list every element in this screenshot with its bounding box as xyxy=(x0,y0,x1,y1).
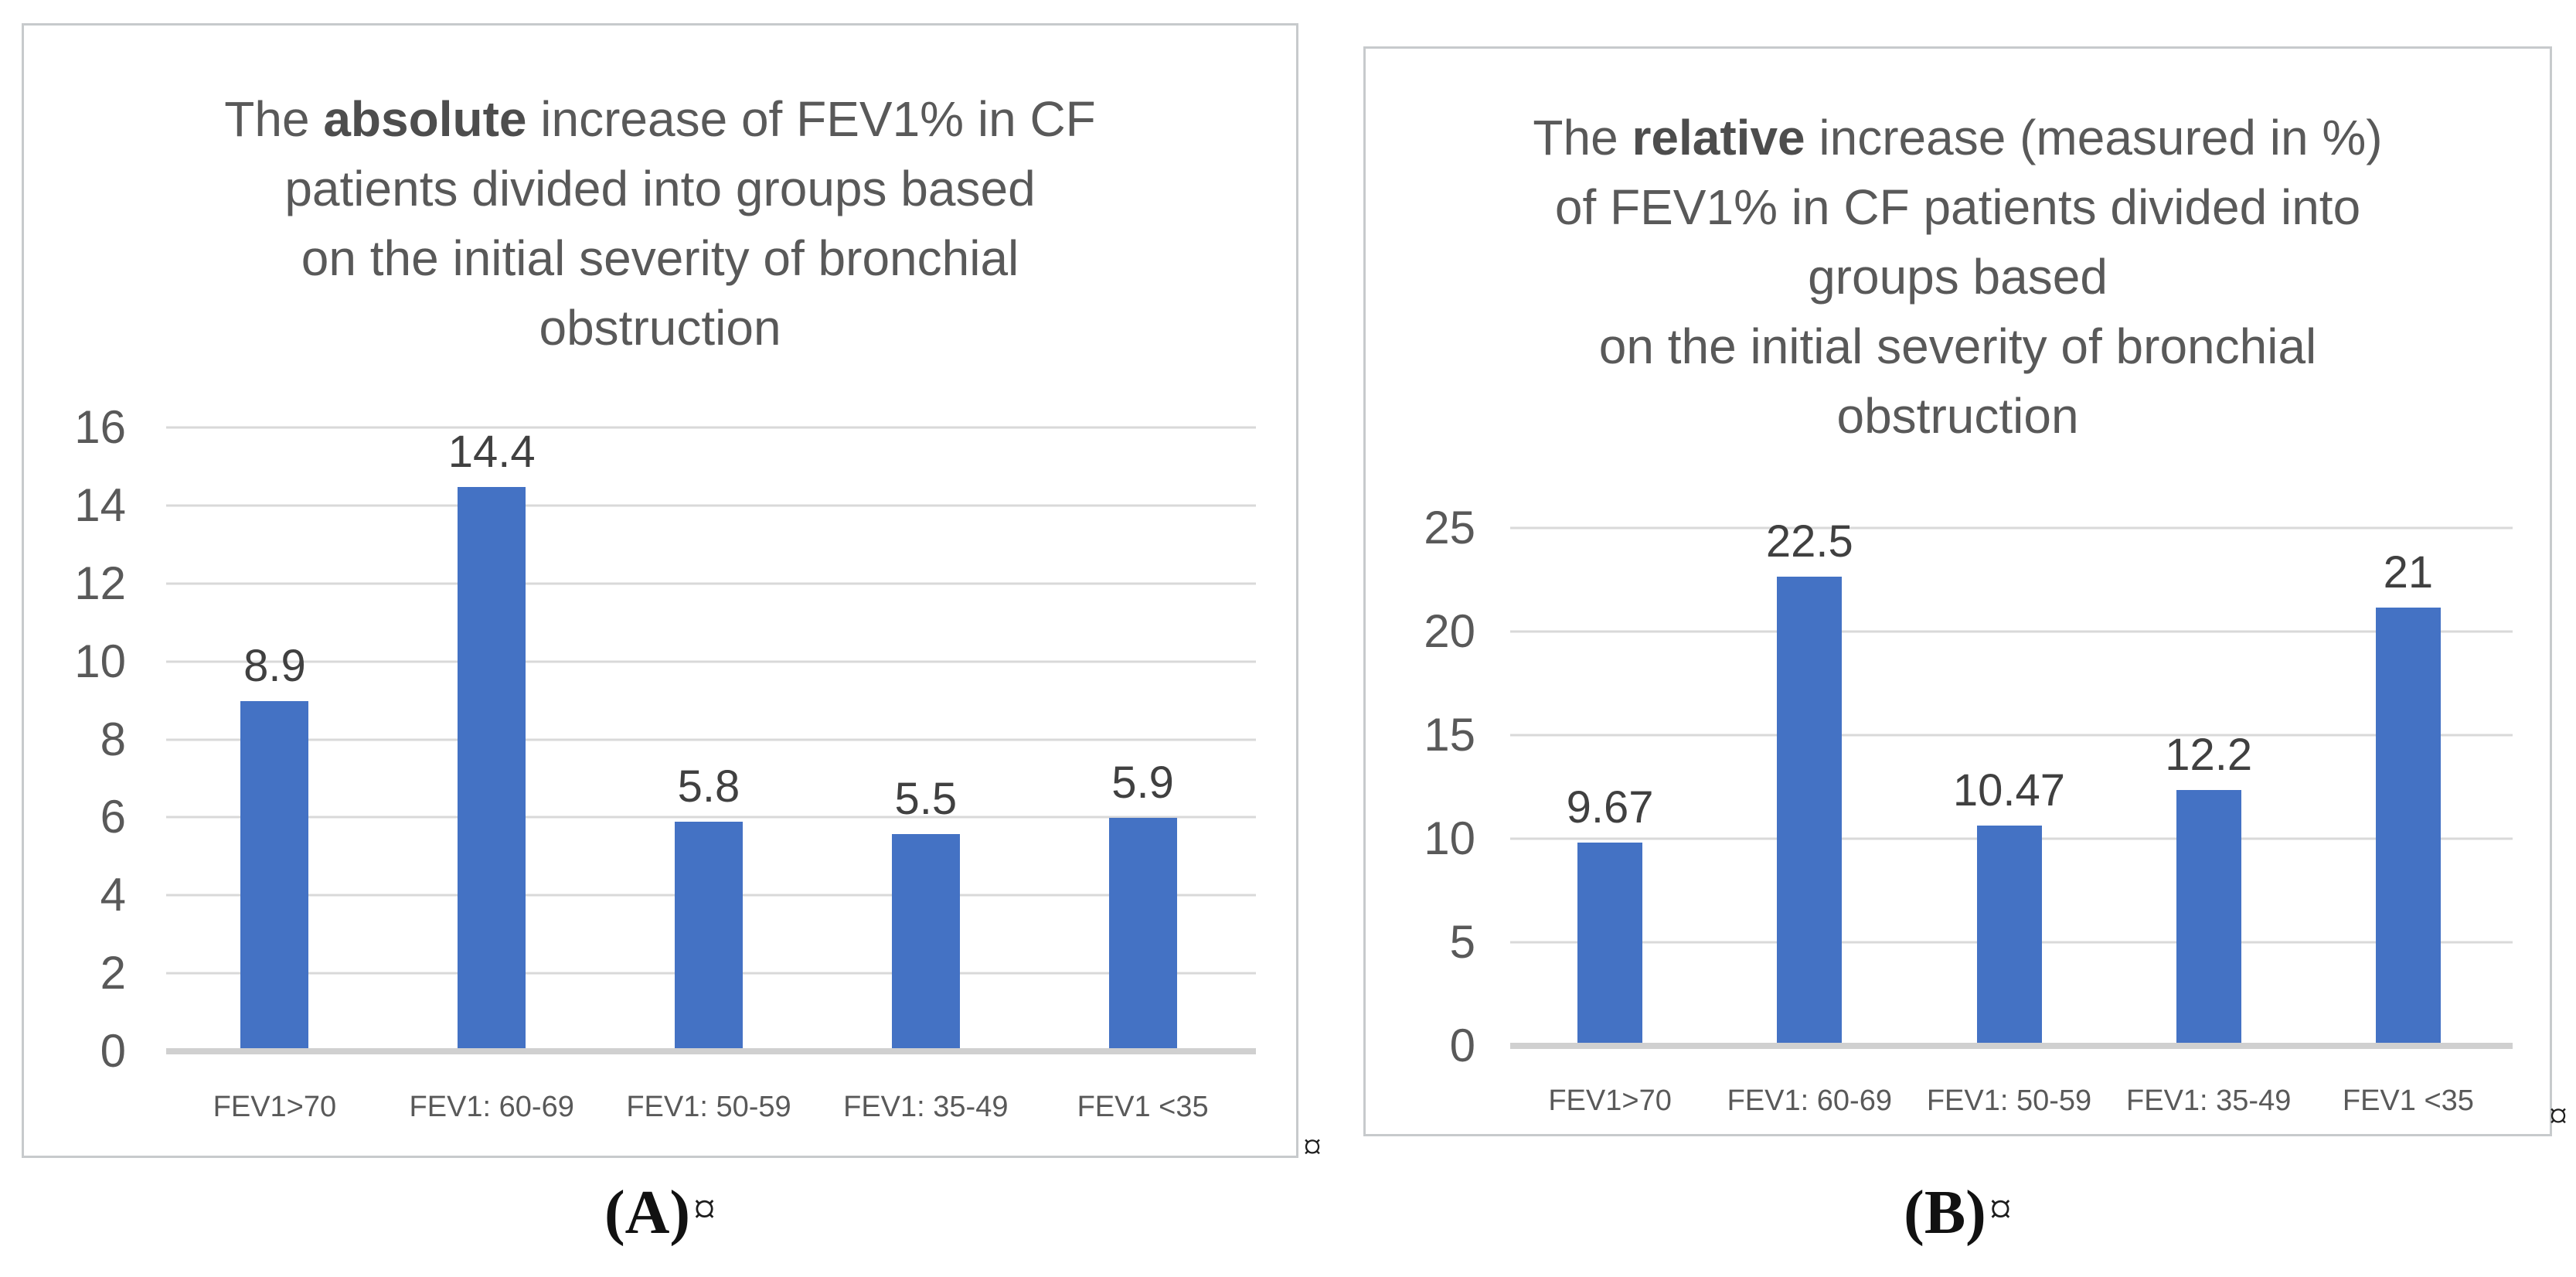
gridline-12 xyxy=(166,582,1256,585)
bar-value-label-fev1-50-59: 10.47 xyxy=(1952,765,2066,816)
x-category-label-fev1-35-49: FEV1: 35-49 xyxy=(2126,1085,2292,1117)
x-category-label-fev1-60-69: FEV1: 60-69 xyxy=(1727,1085,1892,1117)
bar-value-label-fev1-50-59: 5.8 xyxy=(677,761,740,812)
caption-a-paragraph-mark: ¤ xyxy=(693,1183,716,1234)
chart-b-x-axis: FEV1>70 FEV1: 60-69 FEV1: 50-59 FEV1: 35-49… xyxy=(1510,1080,2508,1123)
x-category-label-fev1-70: FEV1>70 xyxy=(213,1091,337,1123)
gridline-16 xyxy=(166,426,1256,429)
bar-value-label-fev1-35-49: 12.2 xyxy=(2165,730,2253,781)
bar-value-label-fev1-35-49: 5.5 xyxy=(894,773,958,824)
bar-fev1-35 xyxy=(2375,608,2441,1043)
bar-fev1-35-49 xyxy=(2176,790,2241,1043)
bar-value-label-fev1-70: 8.9 xyxy=(243,641,306,692)
x-category-label-fev1-60-69: FEV1: 60-69 xyxy=(409,1091,574,1123)
chart-b-title-line: on the initial severity of bronchial xyxy=(1598,318,2317,374)
chart-a-y-axis: 0 2 4 6 8 10 12 14 16 xyxy=(24,404,140,1074)
gridline-10 xyxy=(166,660,1256,663)
chart-a-title-bold-word: absolute xyxy=(323,91,527,147)
bar-value-label-fev1-35: 21 xyxy=(2383,547,2434,598)
x-category-label-fev1-70: FEV1>70 xyxy=(1548,1085,1672,1117)
bar-fev1-35-49 xyxy=(891,833,960,1048)
y-tick-label-14: 14 xyxy=(74,478,126,531)
x-axis-line xyxy=(166,1048,1256,1054)
paragraph-mark-after-panel-b: ¤ xyxy=(2549,1095,2567,1136)
chart-panel-a: The absolute increase of FEV1% in CF pati… xyxy=(22,23,1298,1158)
chart-panel-b: The relative increase (measured in %) of … xyxy=(1363,46,2552,1136)
bar-fev1-35 xyxy=(1108,818,1177,1048)
gridline-20 xyxy=(1510,630,2513,633)
gridline-8 xyxy=(166,738,1256,741)
bar-fev1-60-69 xyxy=(458,486,526,1048)
chart-a-plot-area: 8.9 14.4 5.8 5.5 5.9 xyxy=(166,426,1256,1054)
x-category-label-fev1-35: FEV1 <35 xyxy=(1077,1091,1209,1123)
y-tick-label-6: 6 xyxy=(100,791,126,843)
paragraph-mark-after-panel-a: ¤ xyxy=(1303,1126,1322,1167)
chart-b-plot-area: 9.67 22.5 10.47 12.2 21 xyxy=(1510,519,2513,1049)
caption-panel-a: (A)¤ xyxy=(22,1178,1298,1263)
chart-b-title-line: of FEV1% in CF patients divided into xyxy=(1554,179,2361,235)
bar-value-label-fev1-60-69: 22.5 xyxy=(1765,516,1853,567)
chart-a-title-line: on the initial severity of bronchial xyxy=(301,230,1019,286)
gridline-14 xyxy=(166,504,1256,507)
caption-a-label: (A) xyxy=(604,1179,691,1247)
y-tick-label-0: 0 xyxy=(100,1025,126,1077)
y-tick-label-4: 4 xyxy=(100,869,126,921)
bar-value-label-fev1-70: 9.67 xyxy=(1566,782,1654,833)
bar-fev1-60-69 xyxy=(1777,577,1843,1043)
x-category-label-fev1-50-59: FEV1: 50-59 xyxy=(626,1091,791,1123)
bar-value-label-fev1-60-69: 14.4 xyxy=(447,426,536,477)
x-axis-line xyxy=(1510,1043,2513,1049)
caption-panel-b: (B)¤ xyxy=(1363,1178,2552,1263)
gridline-25 xyxy=(1510,526,2513,530)
chart-b-title-bold-word: relative xyxy=(1632,110,1805,165)
chart-b-title: The relative increase (measured in %) of … xyxy=(1437,103,2479,451)
chart-b-y-axis: 0 5 10 15 20 25 xyxy=(1366,505,1489,1069)
x-category-label-fev1-50-59: FEV1: 50-59 xyxy=(1926,1085,2092,1117)
chart-a-x-axis: FEV1>70 FEV1: 60-69 FEV1: 50-59 FEV1: 35-49… xyxy=(166,1086,1251,1132)
y-tick-label-16: 16 xyxy=(74,401,126,453)
chart-b-title-line: The relative increase (measured in %) xyxy=(1533,110,2383,165)
caption-b-label: (B) xyxy=(1904,1179,1986,1247)
y-tick-label-12: 12 xyxy=(74,557,126,609)
chart-a-title-line: patients divided into groups based xyxy=(284,161,1036,216)
chart-a-title-line: obstruction xyxy=(539,300,781,356)
y-tick-label-10: 10 xyxy=(1424,812,1475,864)
caption-b-paragraph-mark: ¤ xyxy=(1989,1183,2012,1234)
x-category-label-fev1-35-49: FEV1: 35-49 xyxy=(843,1091,1009,1123)
bar-value-label-fev1-35: 5.9 xyxy=(1111,758,1174,809)
chart-a-title-line: The absolute increase of FEV1% in CF xyxy=(224,91,1096,147)
y-tick-label-0: 0 xyxy=(1449,1020,1475,1071)
y-tick-label-25: 25 xyxy=(1424,502,1475,553)
chart-b-title-line: obstruction xyxy=(1836,388,2079,444)
y-tick-label-15: 15 xyxy=(1424,709,1475,761)
y-tick-label-20: 20 xyxy=(1424,605,1475,657)
gridline-15 xyxy=(1510,734,2513,737)
y-tick-label-5: 5 xyxy=(1449,916,1475,968)
bar-fev1-70 xyxy=(240,701,309,1048)
y-tick-label-10: 10 xyxy=(74,635,126,687)
y-tick-label-8: 8 xyxy=(100,713,126,765)
bar-fev1-50-59 xyxy=(1976,826,2042,1043)
x-category-label-fev1-35: FEV1 <35 xyxy=(2342,1085,2474,1117)
gridline-6 xyxy=(166,816,1256,819)
bar-fev1-70 xyxy=(1577,842,1643,1043)
chart-a-title: The absolute increase of FEV1% in CF pati… xyxy=(100,84,1220,363)
bar-fev1-50-59 xyxy=(675,822,743,1048)
chart-b-title-line: groups based xyxy=(1808,249,2108,305)
y-tick-label-2: 2 xyxy=(100,947,126,999)
